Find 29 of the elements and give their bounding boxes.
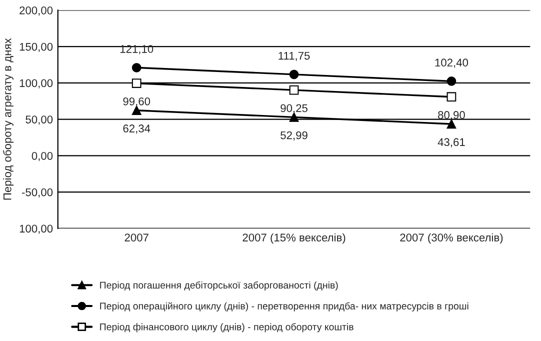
data-label: 121,10 <box>120 45 154 54</box>
legend-label: Період операційного циклу (днів) - перетворення придба- них матресурсів в гроші <box>100 302 468 312</box>
data-label: 102,40 <box>435 58 468 68</box>
data-label: 111,75 <box>278 52 310 62</box>
x-tick-label: 2007 (30% векселів) <box>400 233 503 244</box>
point <box>446 92 456 102</box>
point <box>446 76 456 86</box>
legend-label: Період погашення дебіторської заборгованості (днів) <box>100 281 338 291</box>
data-label: 62,34 <box>123 124 150 134</box>
y-axis-title: Період обороту агрегату в днях <box>3 38 14 200</box>
x-tick-label: 2007 <box>124 234 148 242</box>
legend-label: Період фінансового циклу (днів) - період обороту коштів <box>100 323 354 332</box>
data-label: 52,99 <box>280 131 308 141</box>
y-tick-label: 50,00 <box>26 116 53 125</box>
point <box>132 62 142 72</box>
y-tick-label: 200,00 <box>20 6 53 16</box>
data-label: 90,25 <box>280 104 308 114</box>
point <box>132 78 142 88</box>
point <box>289 85 299 95</box>
y-tick-label: 150,00 <box>20 42 53 52</box>
y-tick-label: -50,00 <box>22 188 53 198</box>
data-label: 99,60 <box>123 97 150 107</box>
data-label: 43,61 <box>438 138 465 148</box>
y-tick-label: 0,00 <box>32 152 53 162</box>
data-label: 80,90 <box>438 111 465 120</box>
x-tick-label: 2007 (15% векселів) <box>242 233 346 244</box>
point <box>289 70 299 80</box>
y-tick-label: 100,00 <box>20 224 53 234</box>
y-tick-label: 100,00 <box>20 79 53 88</box>
